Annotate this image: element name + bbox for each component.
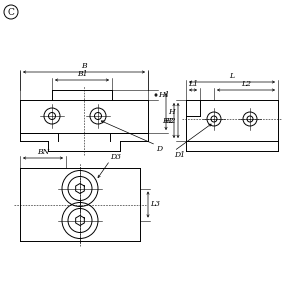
Text: B1: B1: [77, 70, 87, 78]
Text: L1: L1: [188, 80, 198, 88]
Text: L2: L2: [241, 80, 251, 88]
Text: D: D: [156, 145, 162, 153]
Text: L3: L3: [150, 200, 160, 208]
Text: D3: D3: [110, 152, 121, 160]
Text: BN: BN: [37, 148, 49, 156]
Text: D1: D1: [174, 151, 185, 159]
Text: B: B: [81, 62, 87, 70]
Text: H2: H2: [164, 117, 176, 125]
Text: H: H: [168, 107, 175, 115]
Text: C: C: [8, 7, 15, 17]
Text: H1: H1: [158, 91, 169, 99]
Text: L: L: [229, 72, 235, 80]
Text: H2: H2: [162, 117, 173, 125]
